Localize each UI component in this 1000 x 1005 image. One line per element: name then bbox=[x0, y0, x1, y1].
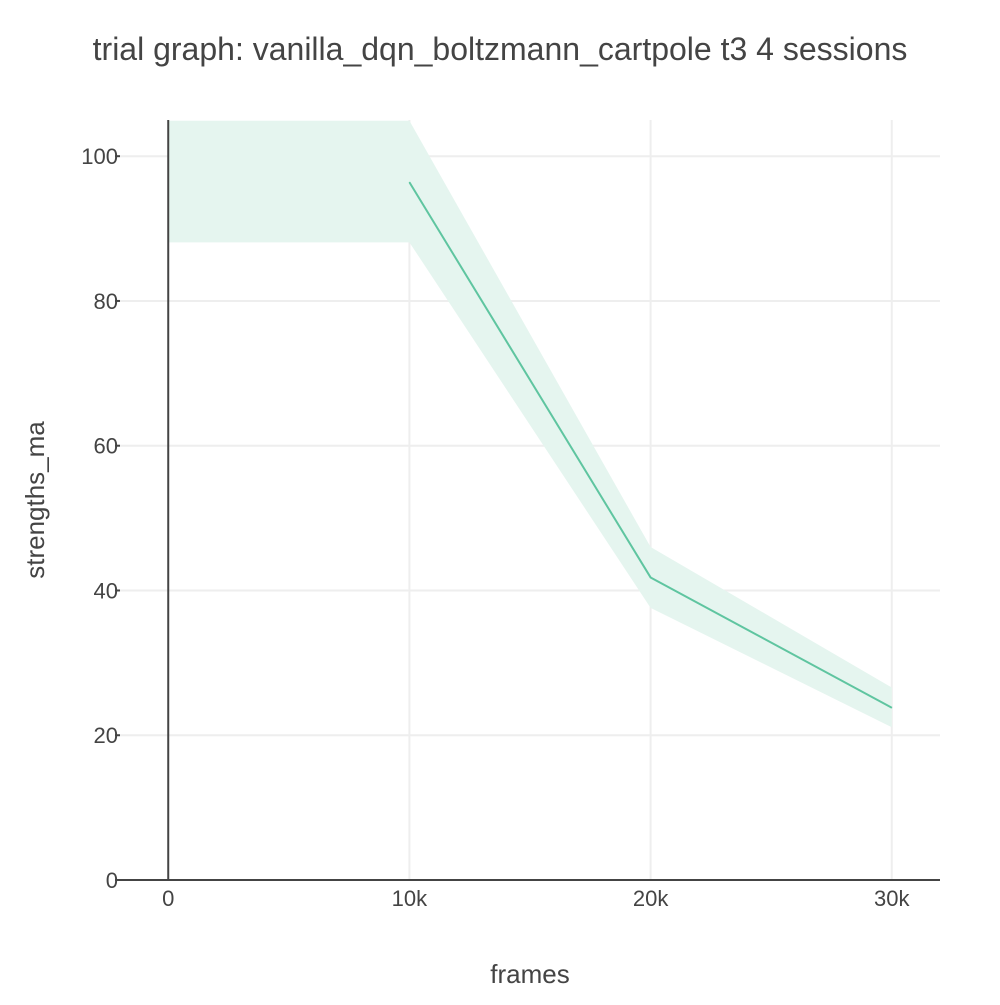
x-tick-label: 20k bbox=[633, 886, 669, 911]
x-tick-label: 10k bbox=[392, 886, 428, 911]
data-point bbox=[891, 707, 893, 709]
x-tick-label: 0 bbox=[162, 886, 174, 911]
confidence-band bbox=[168, 120, 892, 728]
axis-layer bbox=[120, 120, 940, 881]
data-point bbox=[408, 181, 410, 183]
y-axis-title: strengths_ma bbox=[20, 421, 50, 579]
tick-layer: 0 20 40 60 80 100 0 10k 20k 30k bbox=[81, 144, 910, 911]
band-layer bbox=[168, 120, 892, 728]
y-tick-label: 60 bbox=[94, 434, 118, 459]
line-layer bbox=[408, 181, 893, 709]
y-tick-label: 100 bbox=[81, 144, 118, 169]
x-axis-title: frames bbox=[490, 959, 569, 989]
y-tick-label: 40 bbox=[94, 578, 118, 603]
x-tick-label: 30k bbox=[874, 886, 910, 911]
data-point bbox=[650, 576, 652, 578]
y-tick-label: 0 bbox=[106, 868, 118, 893]
y-tick-label: 80 bbox=[94, 289, 118, 314]
y-tick-label: 20 bbox=[94, 723, 118, 748]
chart-title: trial graph: vanilla_dqn_boltzmann_cartp… bbox=[93, 31, 908, 67]
